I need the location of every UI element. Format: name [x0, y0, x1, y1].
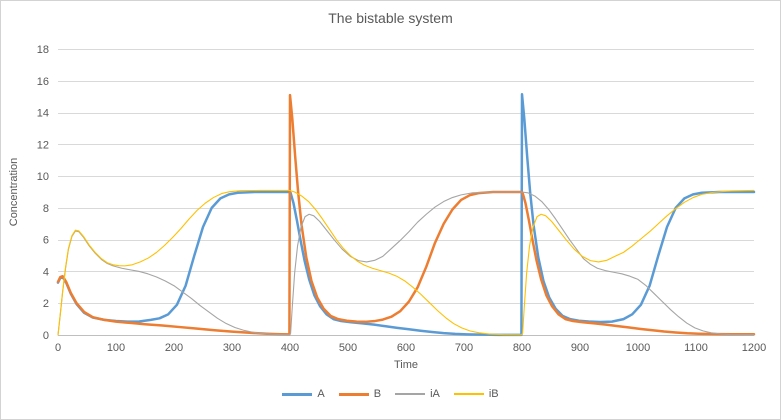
series-line-B	[56, 93, 756, 336]
y-tick-label: 4	[43, 266, 49, 278]
y-axis-title: Concentration	[8, 157, 20, 227]
y-tick-label: 8	[43, 203, 49, 215]
legend-swatch-iB	[453, 393, 484, 395]
legend-label-iA: iA	[430, 388, 440, 400]
x-tick-label: 300	[223, 342, 241, 354]
y-tick-label: 10	[37, 171, 49, 183]
legend-label-iB: iB	[488, 388, 499, 400]
legend-swatch-A	[282, 392, 313, 396]
series-line-iB	[57, 189, 755, 336]
y-tick-label: 6	[43, 235, 49, 247]
x-tick-label: 500	[339, 342, 357, 354]
x-tick-label: 600	[397, 342, 415, 354]
x-axis-title: Time	[393, 359, 419, 371]
series-line-iA	[57, 191, 755, 336]
x-tick-label: 800	[513, 342, 531, 354]
legend-label-A: A	[317, 388, 325, 400]
series-line-A	[56, 93, 756, 337]
x-tick-label: 900	[571, 342, 589, 354]
legend-label-B: B	[373, 388, 382, 400]
x-tick-label: 200	[165, 342, 183, 354]
y-tick-label: 0	[43, 330, 49, 342]
legend-swatch-B	[338, 392, 369, 396]
legend-item-B: B	[338, 388, 382, 400]
y-tick-label: 2	[43, 298, 49, 310]
x-tick-label: 100	[107, 342, 125, 354]
legend-swatch-iA	[395, 393, 426, 395]
x-tick-label: 1100	[684, 342, 708, 354]
y-tick-label: 14	[37, 108, 49, 120]
x-tick-label: 1200	[742, 342, 766, 354]
y-tick-label: 12	[37, 139, 49, 151]
x-tick-label: 400	[281, 342, 299, 354]
legend-item-iA: iA	[395, 388, 440, 400]
x-tick-label: 700	[455, 342, 473, 354]
legend-item-iB: iB	[453, 388, 499, 400]
x-tick-label: 0	[55, 342, 61, 354]
y-tick-label: 16	[37, 76, 49, 88]
y-tick-label: 18	[37, 44, 49, 56]
legend-item-A: A	[282, 388, 325, 400]
x-tick-label: 1000	[626, 342, 650, 354]
chart-title: The bistable system	[328, 10, 453, 26]
